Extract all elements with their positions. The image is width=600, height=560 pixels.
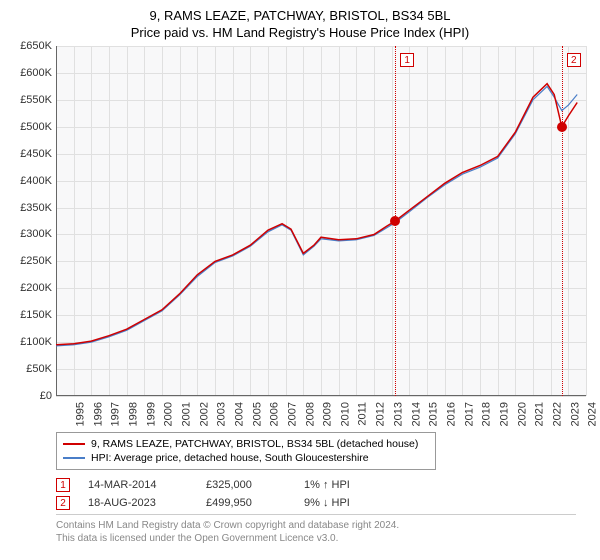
divider (56, 514, 576, 515)
event-price: £325,000 (206, 479, 286, 491)
xtick-label: 2018 (481, 402, 493, 426)
event-delta: 9% ↓ HPI (304, 497, 384, 509)
xtick-label: 2009 (322, 402, 334, 426)
gridline-v (586, 46, 587, 396)
chart-container: 9, RAMS LEAZE, PATCHWAY, BRISTOL, BS34 5… (0, 0, 600, 545)
event-marker-box: 1 (400, 53, 414, 67)
xtick-label: 2004 (233, 402, 245, 426)
xtick-label: 2022 (551, 402, 563, 426)
xtick-label: 2023 (569, 402, 581, 426)
xtick-label: 1997 (110, 402, 122, 426)
ytick-label: £150K (8, 309, 52, 321)
event-dot (390, 216, 400, 226)
chart-title: 9, RAMS LEAZE, PATCHWAY, BRISTOL, BS34 5… (8, 8, 592, 23)
ytick-label: £650K (8, 40, 52, 52)
xtick-label: 2016 (445, 402, 457, 426)
event-table: 1 14-MAR-2014 £325,000 1% ↑ HPI 2 18-AUG-2023… (56, 478, 592, 510)
event-row: 1 14-MAR-2014 £325,000 1% ↑ HPI (56, 478, 592, 492)
ytick-label: £50K (8, 363, 52, 375)
xtick-label: 2020 (516, 402, 528, 426)
series-line (56, 84, 577, 345)
event-marker-box: 2 (567, 53, 581, 67)
xtick-label: 2002 (198, 402, 210, 426)
xtick-label: 2024 (587, 402, 599, 426)
xtick-label: 2011 (356, 402, 368, 426)
ytick-label: £600K (8, 67, 52, 79)
legend-label: HPI: Average price, detached house, Sout… (91, 452, 369, 464)
xtick-label: 2014 (410, 402, 422, 426)
ytick-label: £500K (8, 121, 52, 133)
xtick-label: 1999 (145, 402, 157, 426)
chart-subtitle: Price paid vs. HM Land Registry's House … (8, 25, 592, 40)
ytick-label: £550K (8, 94, 52, 106)
legend-row: HPI: Average price, detached house, Sout… (63, 451, 429, 465)
xtick-label: 2005 (251, 402, 263, 426)
line-series (56, 46, 586, 396)
attribution-line1: Contains HM Land Registry data © Crown c… (56, 519, 592, 532)
xtick-label: 2000 (163, 402, 175, 426)
xtick-label: 1998 (127, 402, 139, 426)
xtick-label: 2007 (286, 402, 298, 426)
event-delta: 1% ↑ HPI (304, 479, 384, 491)
legend-swatch (63, 443, 85, 445)
event-date: 18-AUG-2023 (88, 497, 188, 509)
xtick-label: 2013 (392, 402, 404, 426)
ytick-label: £450K (8, 148, 52, 160)
attribution: Contains HM Land Registry data © Crown c… (56, 519, 592, 545)
ytick-label: £250K (8, 255, 52, 267)
legend-row: 9, RAMS LEAZE, PATCHWAY, BRISTOL, BS34 5… (63, 437, 429, 451)
event-id-box: 2 (56, 496, 70, 510)
ytick-label: £400K (8, 175, 52, 187)
xtick-label: 1995 (74, 402, 86, 426)
xtick-label: 1996 (92, 402, 104, 426)
event-dot (557, 122, 567, 132)
ytick-label: £200K (8, 282, 52, 294)
xtick-label: 2015 (428, 402, 440, 426)
xtick-label: 2006 (269, 402, 281, 426)
xtick-label: 2012 (375, 402, 387, 426)
legend-swatch (63, 457, 85, 459)
xtick-label: 2017 (463, 402, 475, 426)
series-line (56, 86, 577, 346)
legend: 9, RAMS LEAZE, PATCHWAY, BRISTOL, BS34 5… (56, 432, 436, 470)
xtick-label: 2019 (498, 402, 510, 426)
gridline-h (56, 396, 586, 397)
ytick-label: £100K (8, 336, 52, 348)
event-date: 14-MAR-2014 (88, 479, 188, 491)
event-price: £499,950 (206, 497, 286, 509)
xtick-label: 2003 (216, 402, 228, 426)
xtick-label: 2008 (304, 402, 316, 426)
chart-area: 12 £0£50K£100K£150K£200K£250K£300K£350K£… (8, 46, 592, 426)
event-id-box: 1 (56, 478, 70, 492)
xtick-label: 2021 (534, 402, 546, 426)
ytick-label: £350K (8, 202, 52, 214)
event-row: 2 18-AUG-2023 £499,950 9% ↓ HPI (56, 496, 592, 510)
xtick-label: 2001 (180, 402, 192, 426)
legend-label: 9, RAMS LEAZE, PATCHWAY, BRISTOL, BS34 5… (91, 438, 418, 450)
ytick-label: £0 (8, 390, 52, 402)
plot-region: 12 (56, 46, 586, 396)
attribution-line2: This data is licensed under the Open Gov… (56, 532, 592, 545)
xtick-label: 2010 (339, 402, 351, 426)
ytick-label: £300K (8, 228, 52, 240)
